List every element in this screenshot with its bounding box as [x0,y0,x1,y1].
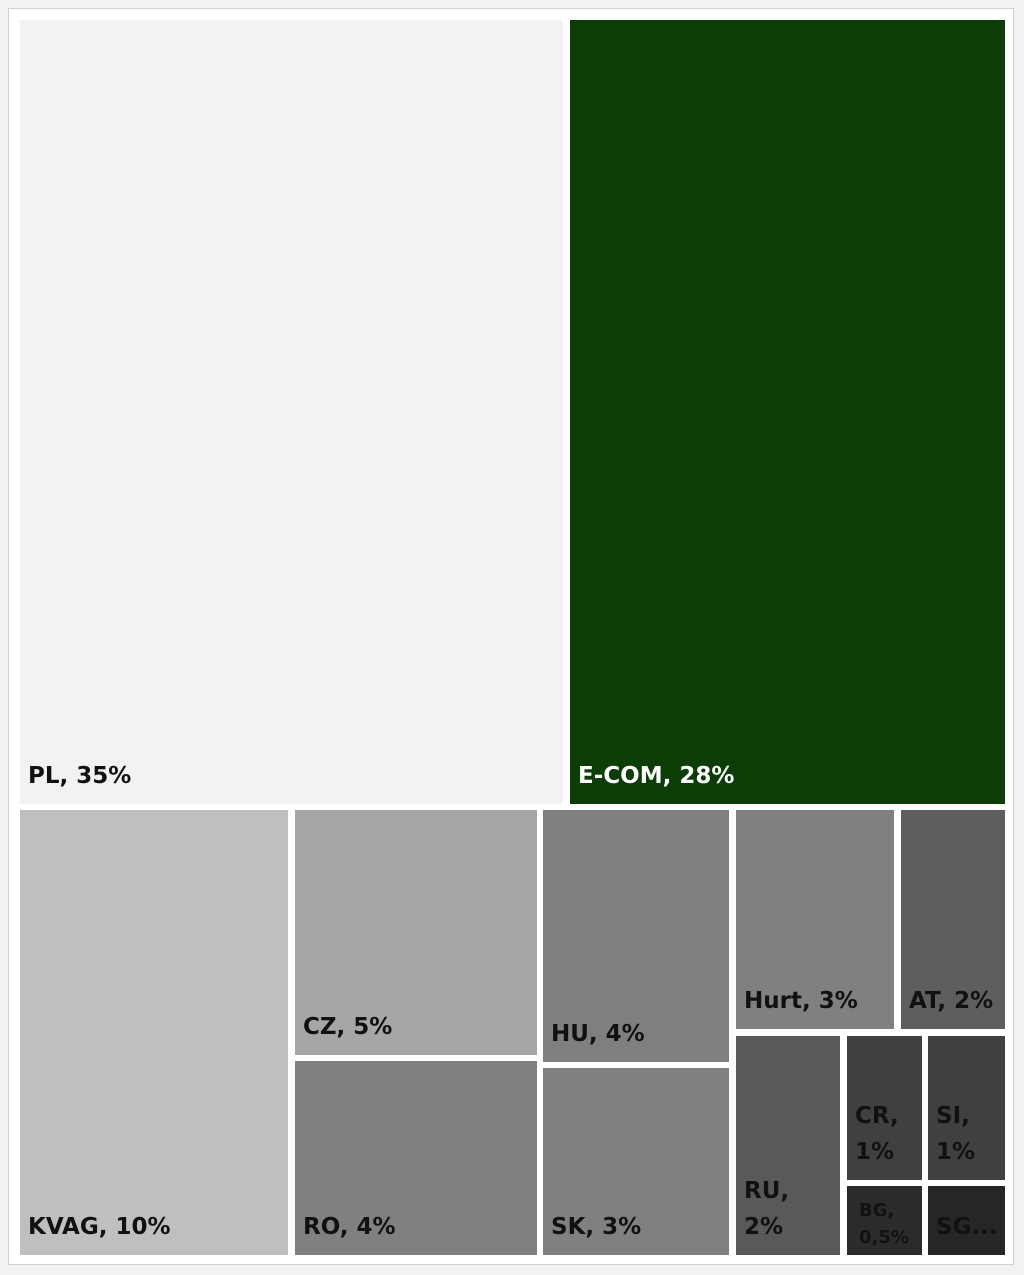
tile-ru: RU, 2% [736,1036,840,1255]
treemap-chart: PL, 35% E-COM, 28% KVAG, 10% CZ, 5% RO, … [8,8,1014,1265]
tile-at-label: AT, 2% [909,988,994,1014]
tile-cz: CZ, 5% [295,810,537,1055]
tile-bg: BG, 0,5% [847,1186,922,1255]
tile-cz-label: CZ, 5% [303,1014,393,1040]
tile-sg-label: SG... [936,1214,998,1240]
tile-bg-label: BG, 0,5% [859,1200,909,1248]
tile-hurt: Hurt, 3% [736,810,894,1029]
tile-sg: SG... [928,1186,1005,1255]
tile-ru-label: RU, 2% [744,1178,790,1240]
tile-kvag-label: KVAG, 10% [28,1214,171,1240]
tile-at: AT, 2% [901,810,1005,1029]
tile-hu: HU, 4% [543,810,729,1062]
tile-e-com: E-COM, 28% [570,20,1005,804]
tile-sk: SK, 3% [543,1068,729,1255]
tile-cr-label: CR, 1% [855,1103,899,1165]
tile-hurt-label: Hurt, 3% [744,988,858,1014]
tile-kvag: KVAG, 10% [20,810,288,1255]
tile-cr: CR, 1% [847,1036,922,1180]
tile-hu-label: HU, 4% [551,1021,645,1047]
tile-si: SI, 1% [928,1036,1005,1180]
tile-ro: RO, 4% [295,1061,537,1255]
tile-e-com-label: E-COM, 28% [578,763,735,789]
tile-pl: PL, 35% [20,20,563,804]
tile-si-label: SI, 1% [936,1103,976,1165]
tile-pl-label: PL, 35% [28,763,132,789]
tile-sk-label: SK, 3% [551,1214,642,1240]
tile-ro-label: RO, 4% [303,1214,396,1240]
